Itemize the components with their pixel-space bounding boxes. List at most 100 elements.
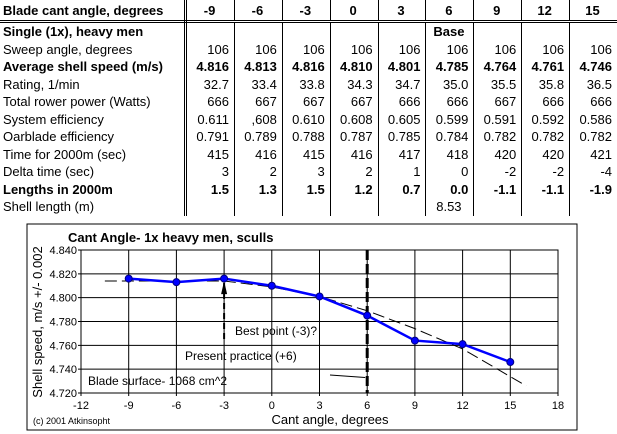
table-cell: 0.0 bbox=[425, 180, 475, 198]
table-cell: 3 bbox=[282, 163, 331, 181]
table-cell: 4.746 bbox=[579, 59, 612, 75]
data-point bbox=[506, 358, 515, 367]
table-cell: 0.785 bbox=[378, 128, 427, 146]
table-row: Single (1x), heavy men Base bbox=[0, 21, 617, 41]
y-axis-label: Shell speed, m/s +/- 0.002 bbox=[30, 246, 45, 397]
table-cell bbox=[378, 21, 427, 41]
table-cell: 667 bbox=[330, 93, 379, 111]
table-cell bbox=[330, 21, 379, 41]
row-label: Oarblade efficiency bbox=[0, 128, 188, 146]
table-cell: 420 bbox=[521, 145, 571, 163]
header-angle: 6 bbox=[425, 0, 475, 23]
table-cell: 0.591 bbox=[473, 110, 523, 128]
table-row: Lengths in 2000m 1.5 1.3 1.5 1.2 0.7 0.0 -1.1 -1… bbox=[0, 180, 617, 198]
table-cell: 416 bbox=[234, 145, 283, 163]
row-label: Sweep angle, degrees bbox=[0, 40, 188, 58]
table-cell: 8.53 bbox=[425, 198, 475, 216]
blade-surface-annotation: Blade surface- 1068 cm^2 bbox=[88, 374, 227, 388]
table-row: Rating, 1/min 32.7 33.4 33.8 34.3 34.7 35.0 35.… bbox=[0, 75, 617, 93]
table-cell: 0.782 bbox=[473, 128, 523, 146]
x-tick-label: 12 bbox=[456, 400, 468, 412]
x-tick-label: -12 bbox=[73, 400, 89, 412]
table-cell: 666 bbox=[521, 93, 571, 111]
table-cell bbox=[330, 198, 379, 216]
y-tick-label: 4.800 bbox=[49, 293, 77, 305]
table-row: Oarblade efficiency 0.791 0.789 0.788 0.787 0… bbox=[0, 128, 617, 146]
table-cell: 4.761 bbox=[521, 58, 571, 76]
table-cell: 0.791 bbox=[185, 128, 235, 146]
table-cell bbox=[234, 21, 283, 41]
table-cell: 0.599 bbox=[425, 110, 475, 128]
table-row: Average shell speed (m/s) 4.816 4.813 4.816… bbox=[0, 58, 617, 76]
table-cell: 0.611 bbox=[185, 110, 235, 128]
table-cell: 1.5 bbox=[282, 180, 331, 198]
table-cell bbox=[521, 198, 571, 216]
table-cell: 0.608 bbox=[330, 110, 379, 128]
table-row: System efficiency 0.611,608 0.610 0.608 0.60… bbox=[0, 110, 617, 128]
x-tick-label: 15 bbox=[504, 400, 516, 412]
table-cell: 667 bbox=[234, 93, 283, 111]
data-point bbox=[410, 336, 419, 345]
row-label: System efficiency bbox=[0, 110, 188, 128]
table-cell: 106 bbox=[425, 40, 475, 58]
row-label: Delta time (sec) bbox=[0, 163, 188, 181]
row-label: Lengths in 2000m bbox=[0, 180, 188, 198]
row-label: Total rower power (Watts) bbox=[0, 93, 188, 111]
table-row: Sweep angle, degrees 106 106 106 106 106 106 10… bbox=[0, 40, 617, 58]
header-angle: -9 bbox=[185, 0, 235, 23]
header-angle: 15 bbox=[569, 0, 617, 23]
table-cell: 3 bbox=[185, 163, 235, 181]
table-cell: 0.586 bbox=[579, 111, 612, 127]
table-cell: ,608 bbox=[234, 110, 283, 128]
table-cell: 35.8 bbox=[521, 75, 571, 93]
table-cell: 4.801 bbox=[378, 58, 427, 76]
table-cell: -1.9 bbox=[589, 181, 612, 197]
table-cell: 0.784 bbox=[425, 128, 475, 146]
table-cell: 106 bbox=[590, 41, 612, 57]
chart-title: Cant Angle- 1x heavy men, sculls bbox=[68, 230, 273, 245]
x-tick-label: 3 bbox=[316, 400, 322, 412]
table-cell: 417 bbox=[378, 145, 427, 163]
table-cell: 0.605 bbox=[378, 110, 427, 128]
table-cell: 33.4 bbox=[234, 75, 283, 93]
table-cell: 420 bbox=[473, 145, 523, 163]
table-cell: 0.7 bbox=[378, 180, 427, 198]
table-cell: -2 bbox=[473, 163, 523, 181]
row-label: Rating, 1/min bbox=[0, 75, 188, 93]
arrow-head bbox=[221, 280, 228, 295]
chart-frame bbox=[26, 223, 578, 431]
header-angle: -6 bbox=[234, 0, 283, 23]
table-cell: 1.5 bbox=[185, 180, 235, 198]
table-cell: 667 bbox=[473, 93, 523, 111]
table-cell: -2 bbox=[521, 163, 571, 181]
table-cell: 4.764 bbox=[473, 58, 523, 76]
table-cell: 0.610 bbox=[282, 110, 331, 128]
header-row: Blade cant angle, degrees -9 -6 -3 0 3 6 9 12 15 bbox=[0, 0, 617, 23]
table-cell: 666 bbox=[185, 93, 235, 111]
table-cell bbox=[282, 21, 331, 41]
present-practice-annotation: Present practice (+6) bbox=[185, 349, 297, 363]
table-cell bbox=[234, 198, 283, 216]
best-point-annotation: Best point (-3)? bbox=[235, 324, 317, 338]
table-cell: 1.2 bbox=[330, 180, 379, 198]
table-cell: 0.787 bbox=[330, 128, 379, 146]
table-row: Shell length (m) 8.53 bbox=[0, 198, 617, 216]
table-cell: -1.1 bbox=[521, 180, 571, 198]
table-cell: 106 bbox=[234, 40, 283, 58]
table-cell: 4.813 bbox=[234, 58, 283, 76]
y-tick-label: 4.780 bbox=[49, 317, 77, 329]
y-tick-label: 4.840 bbox=[49, 245, 77, 257]
table-cell: 106 bbox=[330, 40, 379, 58]
table-cell: 35.0 bbox=[425, 75, 475, 93]
table-cell: 666 bbox=[425, 93, 475, 111]
table-cell: -4 bbox=[600, 164, 612, 180]
table-cell: 1 bbox=[378, 163, 427, 181]
table-cell: 4.810 bbox=[330, 58, 379, 76]
table-cell: 418 bbox=[425, 145, 475, 163]
x-tick-label: -3 bbox=[219, 400, 229, 412]
table-cell: 33.8 bbox=[282, 75, 331, 93]
table-cell: 0.789 bbox=[234, 128, 283, 146]
table-cell: 2 bbox=[330, 163, 379, 181]
row-label: Single (1x), heavy men bbox=[0, 21, 188, 41]
